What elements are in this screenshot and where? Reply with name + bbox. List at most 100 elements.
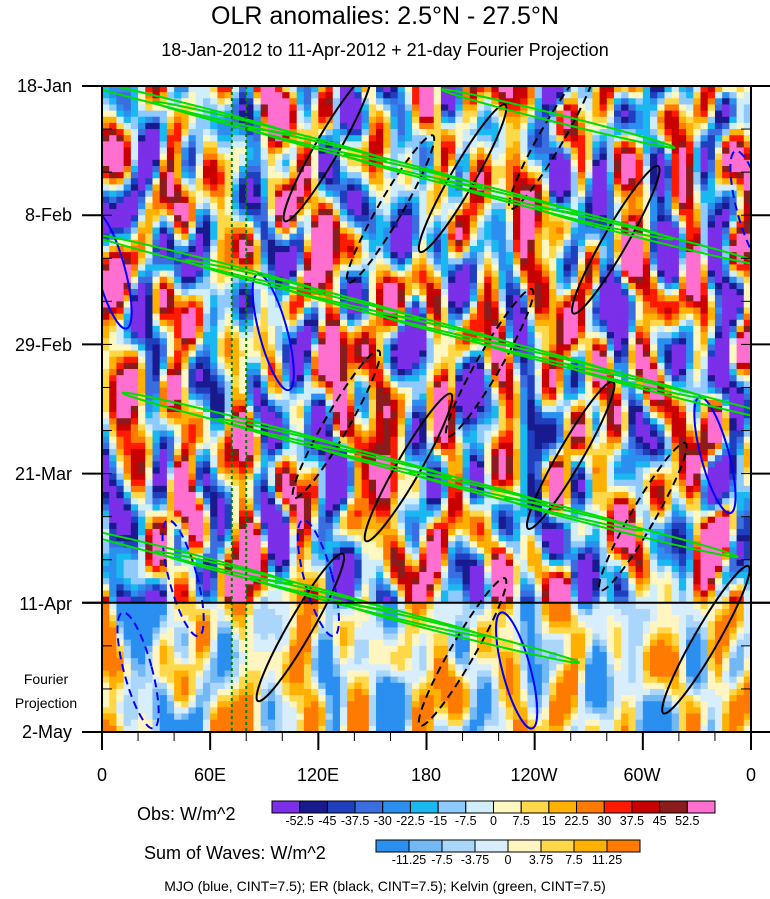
olr-cell [412,387,420,395]
olr-cell [224,129,233,136]
olr-cell [404,350,413,358]
olr-cell [700,307,709,315]
olr-cell [174,92,182,99]
olr-cell [541,264,550,272]
olr-cell [332,221,341,229]
olr-cell [166,307,175,315]
olr-cell [376,252,384,259]
olr-cell [102,387,110,395]
olr-cell [686,270,694,278]
olr-cell [159,202,168,210]
olr-cell [239,350,247,358]
olr-cell [368,147,377,155]
olr-cell [289,196,298,204]
olr-cell [109,116,118,124]
olr-cell [253,215,262,222]
olr-cell [152,122,161,130]
olr-cell [339,86,348,93]
olr-cell [138,387,146,395]
olr-cell [325,424,334,432]
olr-cell [109,387,118,395]
olr-cell [585,270,593,278]
olr-cell [585,245,593,253]
olr-cell [231,92,240,99]
olr-cell [722,362,730,370]
olr-cell [722,98,730,106]
olr-cell [123,381,132,389]
olr-cell [520,252,529,259]
olr-cell [412,209,420,216]
olr-cell [498,215,507,222]
olr-cell [642,369,651,376]
olr-cell [693,369,702,376]
olr-cell [671,301,680,309]
olr-cell [397,270,406,278]
olr-cell [513,375,521,382]
olr-cell [693,178,702,186]
olr-cell [664,362,673,370]
olr-cell [361,141,370,149]
olr-cell [339,92,348,99]
olr-cell [217,405,226,413]
olr-cell [138,325,146,333]
olr-cell [419,153,428,161]
olr-cell [102,252,110,259]
olr-cell [109,338,118,345]
olr-cell [440,325,449,333]
olr-cell [549,344,557,352]
olr-cell [707,110,716,118]
olr-cell [347,338,355,345]
olr-cell [282,233,291,241]
olr-cell [455,141,464,149]
olr-cell [491,239,500,247]
olr-cell [152,270,161,278]
olr-cell [166,209,175,216]
olr-cell [513,289,521,296]
olr-cell [455,86,464,93]
olr-cell [116,116,125,124]
olr-cell [390,424,399,432]
olr-cell [145,209,154,216]
olr-cell [174,178,182,186]
olr-cell [412,147,420,155]
olr-cell [455,319,464,327]
olr-cell [368,233,377,241]
olr-cell [102,332,110,339]
olr-cell [253,387,262,395]
olr-cell [606,178,615,186]
olr-cell [556,276,565,284]
olr-cell [599,110,608,118]
olr-cell [102,221,110,229]
olr-cell [585,135,593,142]
olr-cell [267,319,276,327]
olr-cell [311,227,319,235]
olr-cell [282,301,291,309]
olr-cell [621,252,630,259]
olr-cell [109,141,118,149]
olr-cell [498,209,507,216]
olr-cell [426,344,435,352]
olr-cell [700,399,709,407]
olr-cell [505,282,514,290]
olr-cell [440,313,449,321]
olr-cell [570,178,579,186]
olr-cell [693,209,702,216]
olr-cell [455,301,464,309]
olr-cell [606,387,615,395]
olr-cell [635,98,644,106]
olr-cell [469,165,478,173]
olr-cell [224,147,233,155]
olr-cell [246,307,255,315]
olr-cell [563,252,572,259]
olr-cell [303,92,312,99]
olr-cell [181,252,190,259]
olr-cell [628,295,637,302]
olr-cell [729,405,738,413]
olr-cell [123,418,132,425]
olr-cell [181,202,190,210]
olr-cell [383,202,392,210]
olr-cell [592,418,601,425]
olr-cell [303,122,312,130]
olr-cell [433,227,442,235]
olr-cell [109,325,118,333]
